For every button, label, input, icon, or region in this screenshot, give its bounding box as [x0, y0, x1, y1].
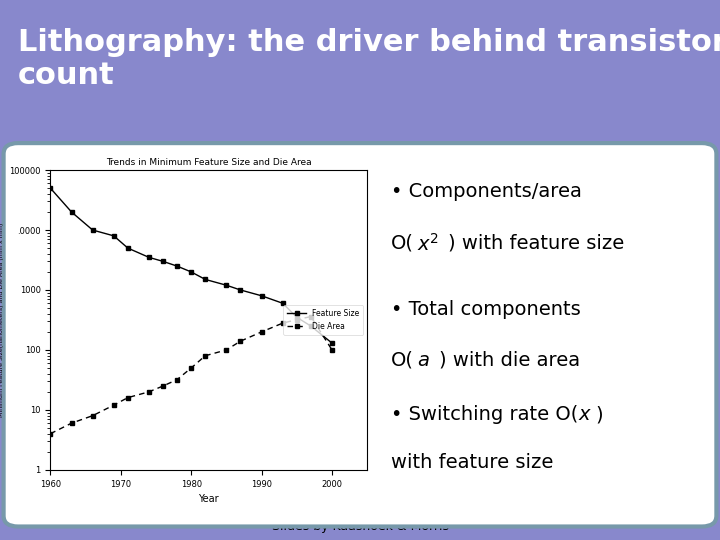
Die Area: [145, 389, 153, 395]
Line: Die Area: Die Area: [48, 314, 334, 436]
Die Area: [307, 313, 315, 320]
Feature Size: [328, 340, 336, 346]
Feature Size: [109, 233, 118, 239]
Text: ) with feature size: ) with feature size: [448, 233, 624, 252]
Die Area: [201, 353, 210, 359]
Die Area: [187, 364, 196, 371]
Die Area: [279, 320, 287, 326]
Die Area: [328, 347, 336, 353]
Die Area: [158, 383, 167, 389]
Feature Size: [158, 258, 167, 265]
Text: ) with die area: ) with die area: [439, 351, 580, 370]
Text: $x$: $x$: [578, 405, 593, 424]
Feature Size: [292, 314, 301, 321]
Text: O(: O(: [391, 351, 414, 370]
Feature Size: [187, 269, 196, 275]
Text: ): ): [595, 405, 603, 424]
Feature Size: [145, 254, 153, 261]
Die Area: [292, 316, 301, 323]
Text: $x^2$: $x^2$: [417, 233, 439, 255]
Y-axis label: Minimum Feature Size(nanometers) and Die Area (mm x mm): Minimum Feature Size(nanometers) and Die…: [0, 223, 4, 417]
Feature Size: [257, 293, 266, 299]
Feature Size: [124, 245, 132, 251]
Feature Size: [222, 282, 230, 288]
X-axis label: Year: Year: [199, 494, 219, 504]
Text: • Switching rate O(: • Switching rate O(: [391, 405, 578, 424]
Feature Size: [307, 323, 315, 329]
Title: Trends in Minimum Feature Size and Die Area: Trends in Minimum Feature Size and Die A…: [106, 158, 312, 166]
Text: O(: O(: [391, 233, 414, 252]
Text: Slides by Kaashoek & Morris: Slides by Kaashoek & Morris: [271, 520, 449, 533]
Die Area: [109, 402, 118, 408]
Text: with feature size: with feature size: [391, 453, 553, 472]
Feature Size: [46, 185, 55, 191]
Die Area: [89, 413, 97, 419]
Die Area: [124, 394, 132, 401]
Feature Size: [236, 287, 245, 293]
Feature Size: [201, 276, 210, 282]
Text: • Components/area: • Components/area: [391, 182, 582, 201]
Feature Size: [279, 300, 287, 307]
Legend: Feature Size, Die Area: Feature Size, Die Area: [283, 305, 364, 335]
Die Area: [222, 347, 230, 353]
Text: $a$: $a$: [417, 351, 430, 370]
Die Area: [67, 420, 76, 427]
Line: Feature Size: Feature Size: [48, 186, 334, 346]
Text: Lithography: the driver behind transistor
count: Lithography: the driver behind transisto…: [18, 28, 720, 90]
Die Area: [236, 338, 245, 345]
Feature Size: [67, 209, 76, 215]
Text: • Total components: • Total components: [391, 300, 580, 319]
Die Area: [257, 329, 266, 335]
Feature Size: [89, 227, 97, 233]
Feature Size: [173, 263, 181, 269]
Die Area: [46, 430, 55, 437]
Die Area: [173, 376, 181, 383]
